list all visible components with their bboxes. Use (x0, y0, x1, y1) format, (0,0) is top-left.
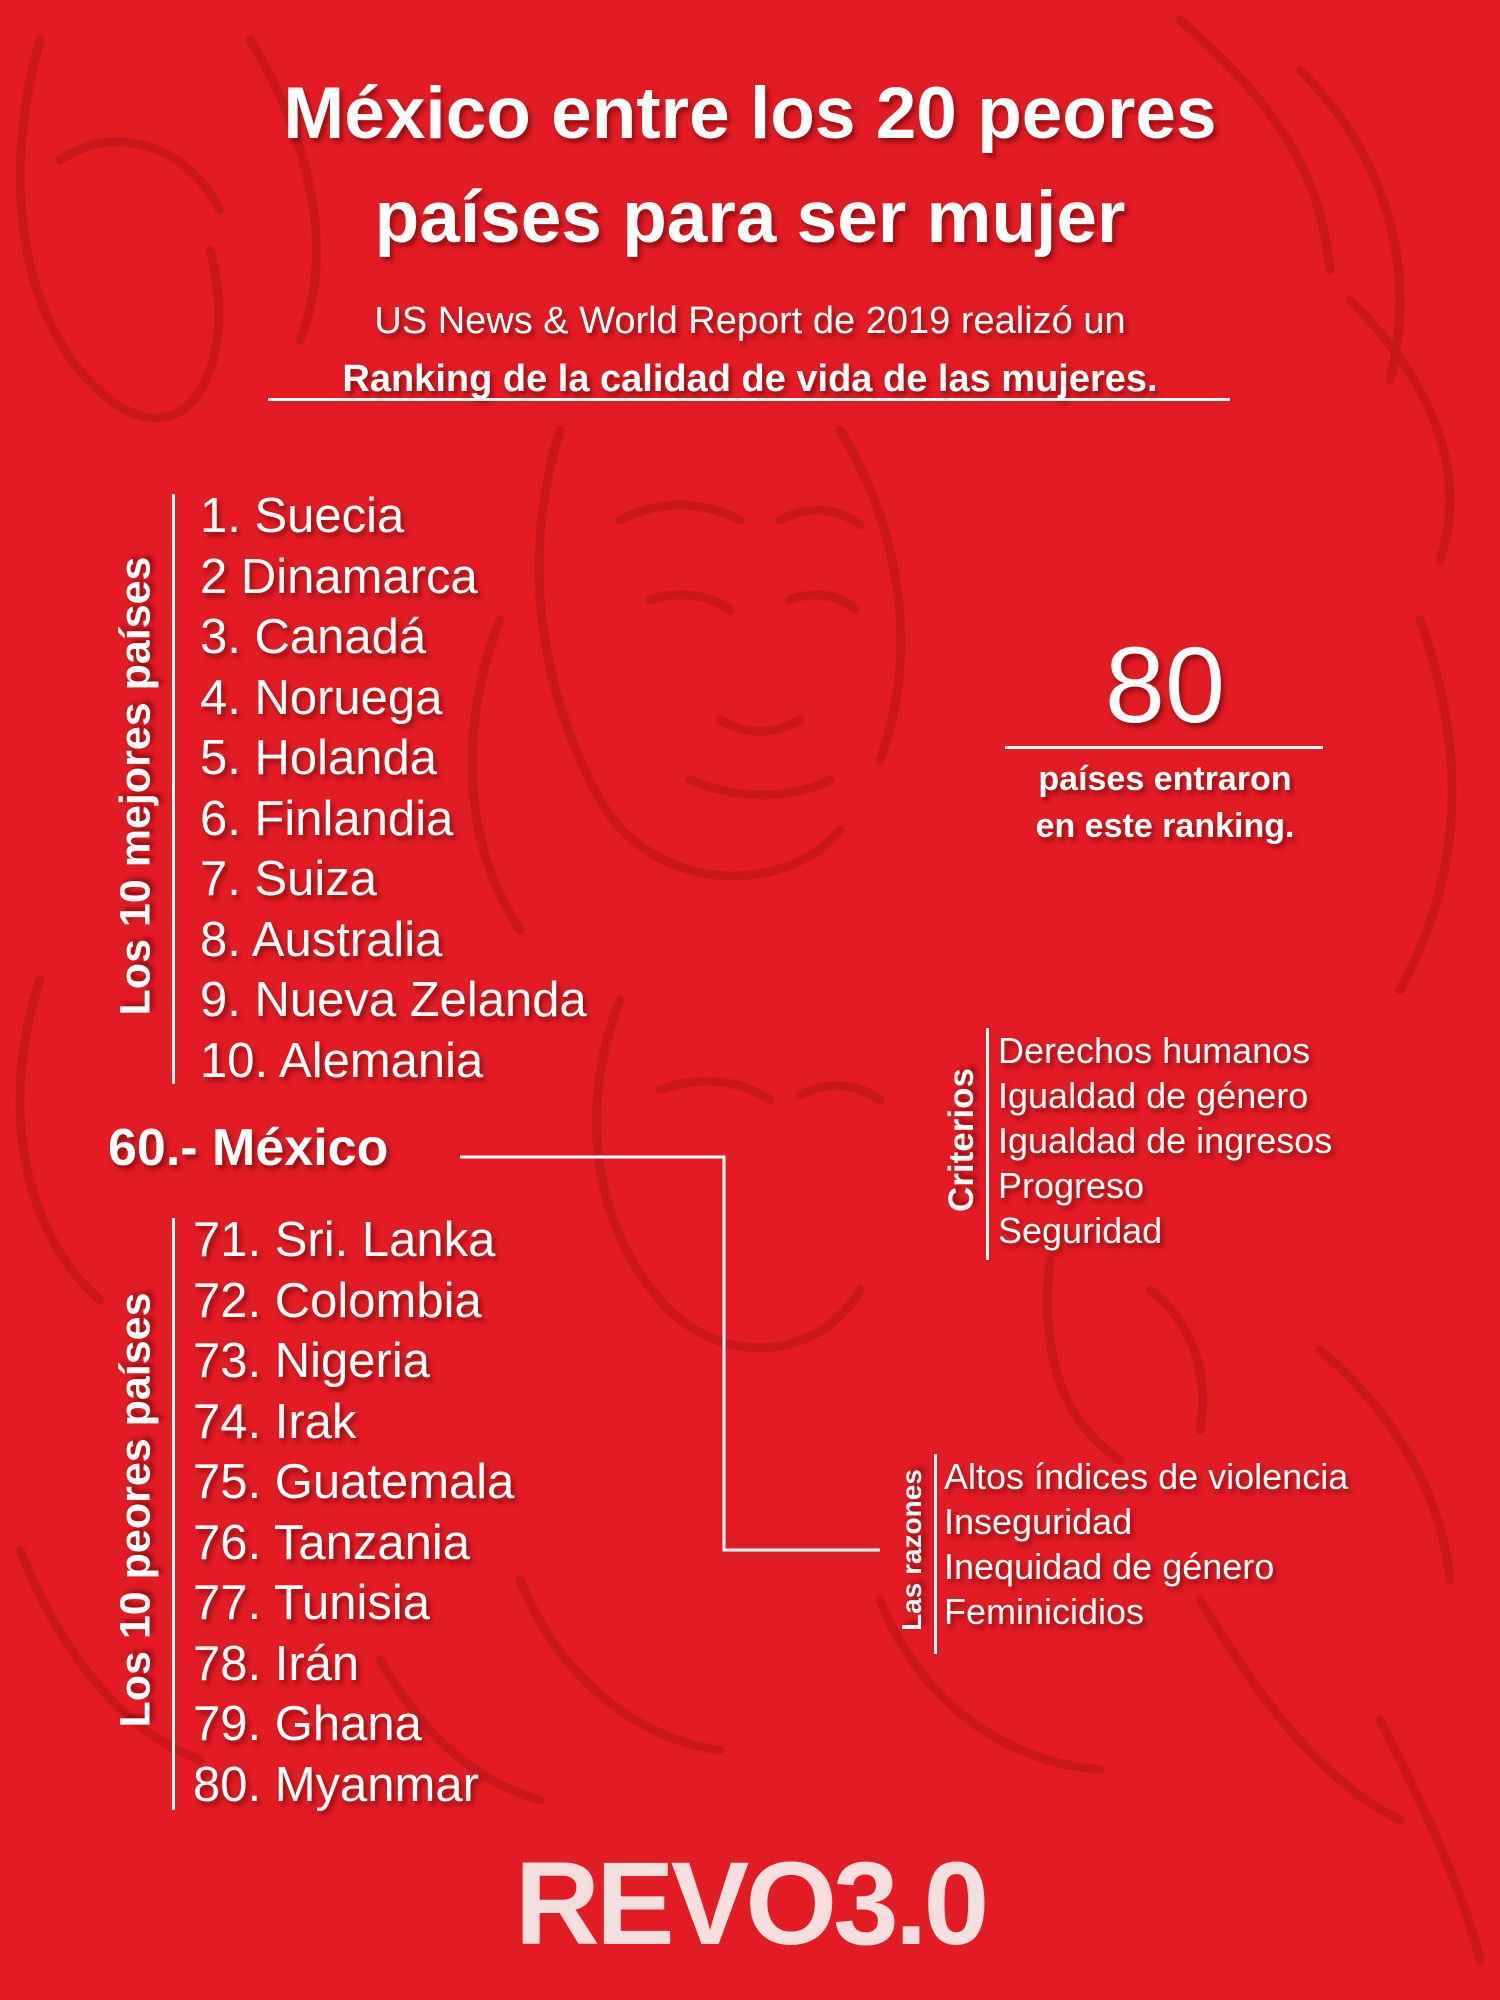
worst-country-73: 73. Nigeria (193, 1334, 430, 1388)
criteria-item-5: Seguridad (998, 1210, 1163, 1251)
title-line-1: México entre los 20 peores (283, 73, 1217, 154)
stat-number: 80 (1104, 624, 1226, 745)
criteria-list: Derechos humanos Igualdad de género Igua… (998, 1028, 1332, 1253)
best-country-10: 10. Alemania (200, 1033, 484, 1088)
criteria-item-4: Progreso (998, 1165, 1145, 1206)
worst-country-77: 77. Tunisia (193, 1576, 430, 1630)
subtitle-line-1: US News & World Report de 2019 realizó u… (374, 300, 1126, 342)
reason-item-4: Feminicidios (944, 1591, 1145, 1632)
worst-countries-label: Los 10 peores países (111, 1292, 160, 1728)
stat-underline (1005, 746, 1323, 749)
reason-item-2: Inseguridad (944, 1501, 1133, 1542)
best-country-1: 1. Suecia (200, 489, 405, 543)
worst-country-79: 79. Ghana (193, 1697, 422, 1751)
reasons-list: Altos índices de violencia Inseguridad I… (944, 1454, 1348, 1634)
worst-countries-list: 71. Sri. Lanka 72. Colombia 73. Nigeria … (193, 1210, 514, 1815)
criteria-item-2: Igualdad de género (998, 1075, 1309, 1116)
revo-logo: REVO3.0 (0, 1838, 1500, 1970)
best-countries-list: 1. Suecia 2 Dinamarca 3. Canadá 4. Norue… (200, 486, 587, 1091)
worst-country-76: 76. Tanzania (193, 1515, 470, 1570)
stat-caption-line-1: países entraron (1038, 760, 1292, 798)
reasons-divider (934, 1454, 937, 1654)
reasons-label: Las razones (896, 1469, 927, 1631)
worst-country-72: 72. Colombia (193, 1273, 482, 1328)
reason-item-1: Altos índices de violencia (944, 1456, 1349, 1497)
stat-caption-line-2: en este ranking. (1035, 807, 1295, 845)
best-divider (172, 494, 175, 1084)
worst-country-75: 75. Guatemala (193, 1455, 515, 1509)
revo-logo-text: REVO3.0 (515, 1850, 985, 1960)
subtitle-line-2: Ranking de la calidad de vida de las muj… (342, 358, 1158, 400)
worst-country-78: 78. Irán (193, 1636, 360, 1691)
best-country-6: 6. Finlandia (200, 791, 454, 846)
criteria-item-3: Igualdad de ingresos (998, 1120, 1333, 1161)
stat-caption: países entraron en este ranking. (990, 756, 1340, 850)
title-line-2: países para ser mujer (374, 177, 1126, 258)
best-country-8: 8. Australia (200, 912, 443, 967)
worst-country-80: 80. Myanmar (193, 1757, 479, 1812)
criteria-divider (986, 1028, 989, 1260)
best-country-3: 3. Canadá (200, 610, 427, 664)
subtitle: US News & World Report de 2019 realizó u… (0, 292, 1500, 408)
worst-country-74: 74. Irak (193, 1394, 357, 1449)
reason-item-3: Inequidad de género (944, 1546, 1275, 1587)
worst-country-71: 71. Sri. Lanka (193, 1213, 496, 1267)
best-country-4: 4. Noruega (200, 670, 443, 725)
criteria-item-1: Derechos humanos (998, 1030, 1311, 1071)
page-title: México entre los 20 peores países para s… (0, 62, 1500, 270)
revo-logo-mark: REVO3.0 (515, 1838, 989, 1970)
worst-divider (172, 1218, 175, 1810)
criteria-label: Criterios (942, 1068, 981, 1212)
best-country-9: 9. Nueva Zelanda (200, 973, 587, 1027)
subtitle-underline (268, 398, 1230, 401)
best-country-7: 7. Suiza (200, 852, 378, 906)
mexico-rank: 60.- México (108, 1119, 389, 1177)
best-country-2: 2 Dinamarca (200, 549, 478, 604)
best-country-5: 5. Holanda (200, 731, 438, 785)
